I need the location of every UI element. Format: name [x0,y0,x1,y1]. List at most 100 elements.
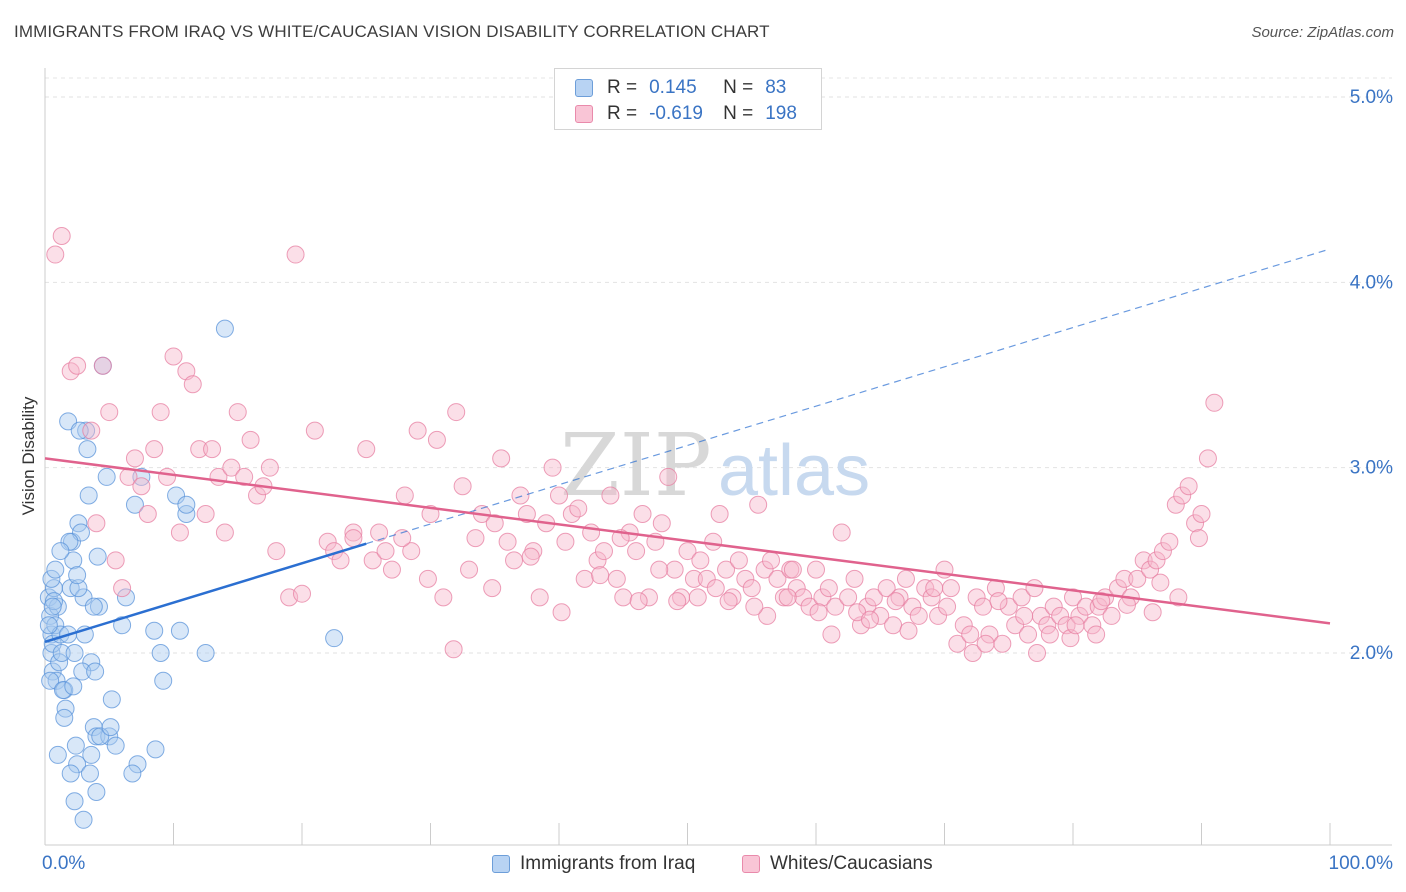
data-point [1128,569,1147,588]
series-name-iraq: Immigrants from Iraq [520,853,696,874]
data-point [146,740,165,759]
data-point [248,486,267,505]
data-point [886,592,905,611]
data-point [170,621,189,640]
data-point [46,616,65,635]
data-point [370,523,389,542]
zipatlas-watermark: ZIP atlas [560,416,870,516]
data-point [485,514,504,533]
data-point [822,625,841,644]
data-point [961,625,980,644]
data-point [704,532,723,551]
legend-r-value-white: -0.619 [649,103,703,124]
data-point [1070,606,1089,625]
data-point [466,529,485,548]
data-point [86,662,105,681]
data-point [826,597,845,616]
data-point [787,579,806,598]
series-legend-white: Whites/Caucasians [742,852,933,876]
data-point [607,569,626,588]
data-point [158,467,177,486]
data-point [1153,542,1172,561]
data-point [665,560,684,579]
data-point [125,449,144,468]
data-point [758,606,777,625]
y-tick-label: 2.0% [1350,643,1393,664]
data-point [778,588,797,607]
data-point [286,245,305,264]
data-point [963,644,982,662]
data-point [78,440,97,459]
data-point [183,375,202,394]
data-point [61,764,80,783]
data-point [877,579,896,598]
trend-line-white [44,457,1331,625]
data-point [260,458,279,477]
data-point [138,505,157,523]
data-point [809,603,828,622]
data-point [87,727,106,746]
correlation-legend: R = 0.145 N = 83 R = -0.619 N = 198 [554,68,822,130]
legend-swatch-white [575,105,593,123]
data-point [89,597,108,616]
data-point [460,560,479,579]
data-point [42,644,61,662]
data-point [53,681,72,700]
data-point [123,764,142,783]
data-point [177,505,196,523]
data-point [1205,393,1224,412]
data-point [145,621,164,640]
data-point [106,551,125,570]
data-point [344,523,363,542]
data-point [864,588,883,607]
data-point [444,640,463,659]
data-point [116,588,135,607]
data-point [41,671,60,690]
data-point [318,532,337,551]
data-point [196,644,215,662]
data-point [357,440,376,459]
data-point [517,505,536,523]
data-point [967,588,986,607]
data-point [65,792,84,811]
data-point [1006,616,1025,635]
data-point [154,671,173,690]
data-point [1044,597,1063,616]
data-point [46,245,65,264]
data-point [447,403,466,422]
data-point [1087,625,1106,644]
data-point [1115,569,1134,588]
data-point [1019,625,1038,644]
data-point [505,551,524,570]
data-point [91,727,110,746]
data-point [93,356,112,375]
legend-r-label: R = [607,77,638,98]
data-point [68,566,87,585]
data-point [1015,606,1034,625]
legend-row-iraq: R = 0.145 N = 83 [575,76,786,100]
y-tick-label: 5.0% [1350,87,1393,108]
data-point [170,523,189,542]
data-point [453,477,472,496]
data-point [64,677,83,696]
data-point [1102,606,1121,625]
data-point [550,486,568,505]
data-point [1134,551,1153,570]
data-point [719,592,738,611]
data-point [113,616,132,635]
data-point [73,662,92,681]
data-point [267,542,286,561]
data-point [1092,592,1111,611]
data-point [601,486,620,505]
data-point [74,810,93,829]
data-point [84,597,103,616]
data-point [1179,477,1198,496]
data-point [1198,449,1217,468]
legend-swatch-iraq [575,79,593,97]
data-point [82,653,101,672]
data-point [402,542,421,561]
data-point [1169,588,1188,607]
data-point [100,403,119,422]
data-point [382,560,401,579]
data-point [678,542,697,561]
